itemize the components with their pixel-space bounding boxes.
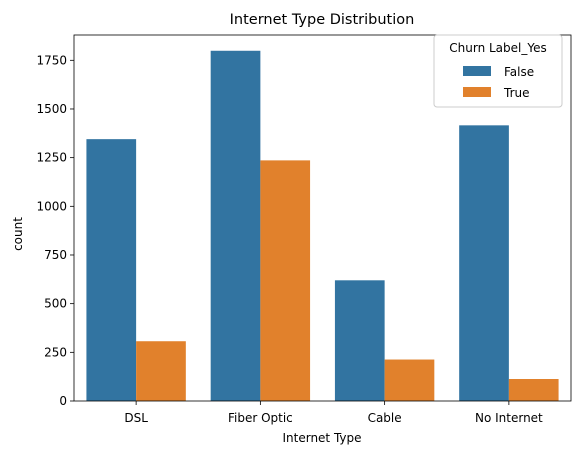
y-tick-label: 1750 [36, 53, 67, 67]
y-tick-label: 250 [44, 345, 67, 359]
legend-label-false: False [504, 65, 534, 79]
y-axis-label: count [11, 217, 25, 251]
bar-no-internet-true [508, 379, 559, 401]
legend-title: Churn Label_Yes [449, 41, 546, 55]
x-axis: DSL Fiber Optic Cable No Internet [124, 401, 543, 425]
y-axis: 0 250 500 750 1000 1250 1500 1750 [36, 53, 74, 408]
legend-swatch-true [463, 87, 491, 97]
y-tick-label: 1250 [36, 151, 67, 165]
chart-title: Internet Type Distribution [230, 12, 415, 28]
y-tick-label: 1000 [36, 199, 67, 213]
x-tick-label: Fiber Optic [228, 411, 293, 425]
bar-no-internet-false [459, 125, 509, 402]
bar-cable-true [384, 359, 435, 401]
bar-cable-false [334, 280, 385, 401]
x-tick-label: DSL [124, 411, 148, 425]
y-tick-label: 1500 [36, 102, 67, 116]
bar-fiber-optic-false [210, 50, 261, 401]
y-tick-label: 500 [44, 297, 67, 311]
bar-fiber-optic-true [260, 160, 311, 401]
y-tick-label: 0 [59, 394, 67, 408]
bar-dsl-false [86, 139, 137, 402]
legend-label-true: True [503, 86, 530, 100]
bar-dsl-true [136, 341, 186, 401]
bars-group [86, 50, 559, 402]
legend-swatch-false [463, 66, 491, 76]
y-tick-label: 750 [44, 248, 67, 262]
legend-items: False True [463, 65, 534, 100]
x-tick-label: No Internet [475, 411, 543, 425]
plot-frame [73, 34, 572, 402]
legend: Churn Label_Yes False True [433, 34, 563, 108]
x-tick-label: Cable [368, 411, 402, 425]
x-axis-label: Internet Type [282, 431, 361, 445]
